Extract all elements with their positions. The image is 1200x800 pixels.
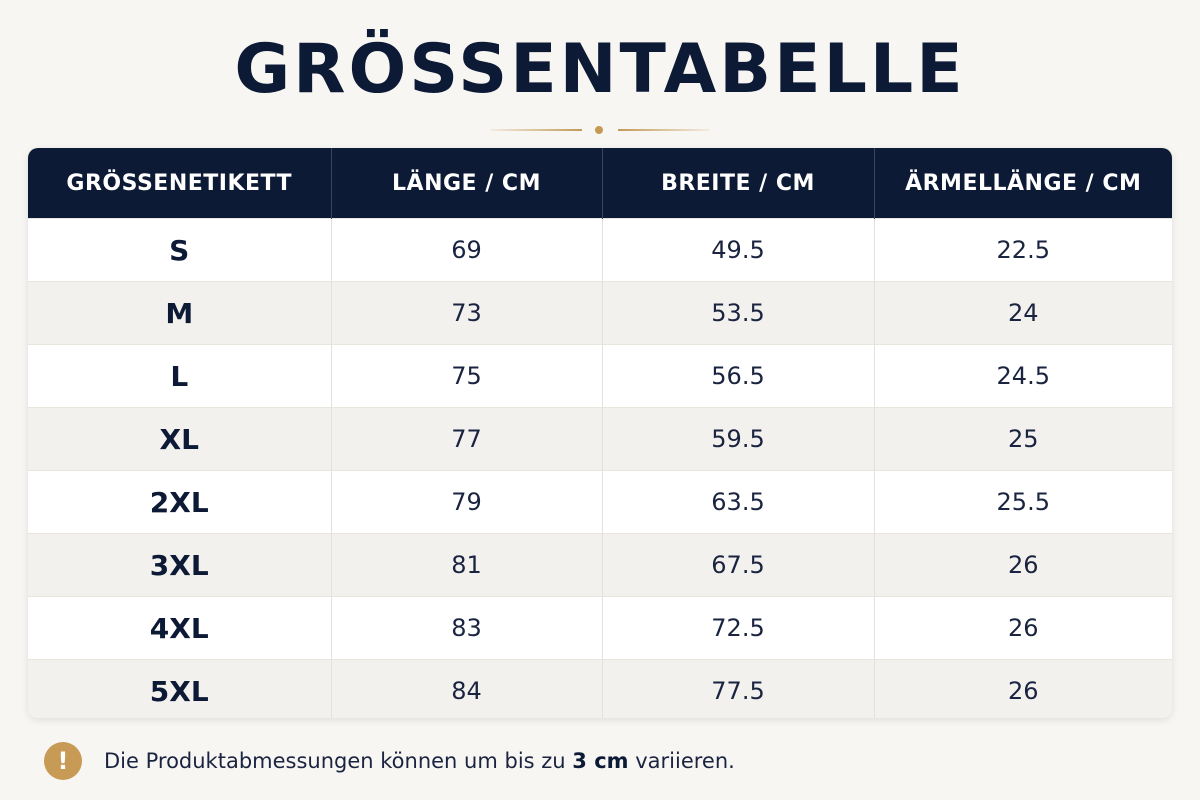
cell-length: 69 (331, 218, 603, 282)
cell-sleeve-length: 25.5 (874, 470, 1172, 534)
cell-sleeve-length: 25 (874, 407, 1172, 471)
cell-size: S (28, 218, 332, 282)
note-text-before: Die Produktabmessungen können um bis zu (104, 749, 573, 773)
cell-length: 73 (331, 281, 603, 345)
cell-size: 2XL (28, 470, 332, 534)
header-width: BREITE / CM (602, 148, 875, 219)
cell-size: L (28, 344, 332, 408)
note-text: Die Produktabmessungen können um bis zu … (104, 749, 735, 773)
cell-width: 53.5 (602, 281, 875, 345)
exclamation-icon: ! (44, 742, 82, 780)
cell-length: 75 (331, 344, 603, 408)
divider-line-left (490, 129, 582, 131)
cell-width: 72.5 (602, 596, 875, 660)
cell-width: 67.5 (602, 533, 875, 597)
cell-width: 63.5 (602, 470, 875, 534)
table-body: S 69 49.5 22.5 M 73 53.5 24 L 75 56.5 24.5 XL 77 59.5 2… (28, 218, 1172, 718)
cell-sleeve-length: 26 (874, 533, 1172, 597)
table-row: 3XL 81 67.5 26 (28, 533, 1172, 597)
header-size-label: GRÖSSENETIKETT (28, 148, 332, 219)
table-row: M 73 53.5 24 (28, 281, 1172, 345)
note-text-bold: 3 cm (572, 749, 629, 773)
table-row: S 69 49.5 22.5 (28, 218, 1172, 282)
cell-width: 59.5 (602, 407, 875, 471)
cell-sleeve-length: 26 (874, 596, 1172, 660)
cell-length: 84 (331, 659, 603, 718)
cell-length: 81 (331, 533, 603, 597)
note-text-after: variieren. (628, 749, 735, 773)
table-row: 5XL 84 77.5 26 (28, 659, 1172, 718)
size-table-container: GRÖSSENETIKETT LÄNGE / CM BREITE / CM ÄR… (28, 148, 1172, 718)
cell-sleeve-length: 22.5 (874, 218, 1172, 282)
cell-length: 83 (331, 596, 603, 660)
divider-dot (595, 126, 603, 134)
divider-line-right (618, 129, 710, 131)
cell-size: 3XL (28, 533, 332, 597)
table-header-row: GRÖSSENETIKETT LÄNGE / CM BREITE / CM ÄR… (28, 148, 1172, 219)
cell-sleeve-length: 24.5 (874, 344, 1172, 408)
page-title: GRÖSSENTABELLE (234, 30, 966, 109)
table-row: 2XL 79 63.5 25.5 (28, 470, 1172, 534)
header-length: LÄNGE / CM (331, 148, 603, 219)
cell-length: 77 (331, 407, 603, 471)
header-sleeve-length: ÄRMELLÄNGE / CM (874, 148, 1172, 219)
table-row: 4XL 83 72.5 26 (28, 596, 1172, 660)
cell-sleeve-length: 26 (874, 659, 1172, 718)
cell-width: 56.5 (602, 344, 875, 408)
cell-width: 49.5 (602, 218, 875, 282)
cell-size: XL (28, 407, 332, 471)
cell-sleeve-length: 24 (874, 281, 1172, 345)
cell-size: 4XL (28, 596, 332, 660)
title-divider (490, 124, 710, 136)
size-table: GRÖSSENETIKETT LÄNGE / CM BREITE / CM ÄR… (28, 148, 1172, 718)
variance-note: ! Die Produktabmessungen können um bis z… (44, 741, 735, 781)
table-row: L 75 56.5 24.5 (28, 344, 1172, 408)
cell-size: 5XL (28, 659, 332, 718)
cell-length: 79 (331, 470, 603, 534)
cell-size: M (28, 281, 332, 345)
cell-width: 77.5 (602, 659, 875, 718)
table-row: XL 77 59.5 25 (28, 407, 1172, 471)
